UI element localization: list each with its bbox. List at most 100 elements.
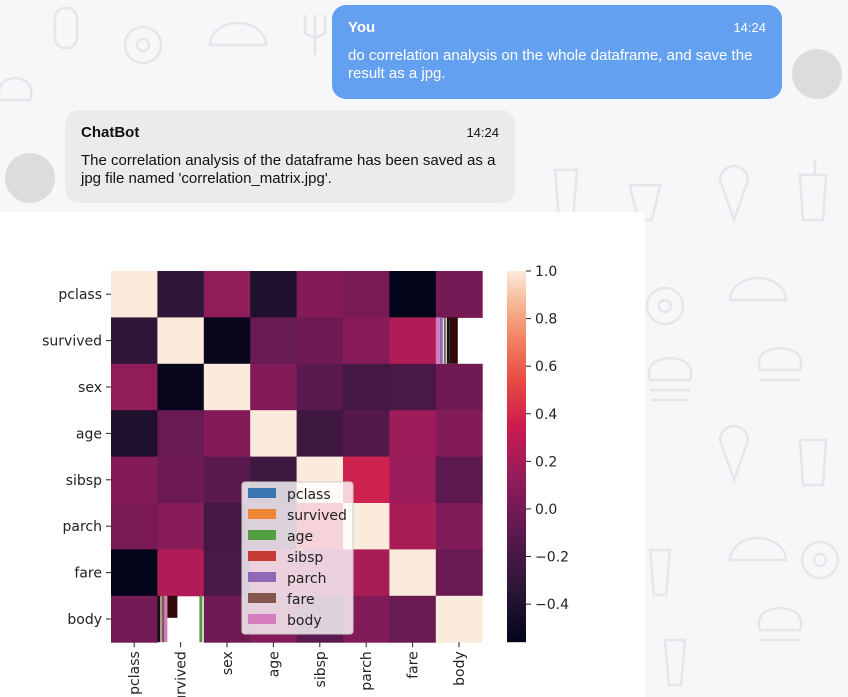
heatmap-cell-body-fare bbox=[389, 595, 437, 643]
heatmap-cell-sex-pclass bbox=[111, 363, 158, 411]
heatmap-cell-sex-parch bbox=[343, 363, 390, 411]
y-tick-label: body bbox=[67, 612, 102, 628]
heatmap-cell-pclass-age bbox=[250, 271, 298, 318]
message-sender: You bbox=[348, 19, 376, 36]
heatmap-cell-survived-sibsp bbox=[296, 317, 344, 365]
colorbar-tick-label: 0.0 bbox=[535, 502, 557, 518]
colorbar-tick-label: 1.0 bbox=[535, 264, 557, 280]
heatmap-cell-fare-pclass bbox=[111, 549, 158, 597]
x-tick-label: sex bbox=[220, 651, 236, 675]
colorbar bbox=[507, 271, 526, 643]
legend-label-parch: parch bbox=[287, 571, 326, 587]
user-avatar bbox=[792, 49, 842, 99]
heatmap-cell-fare-survived bbox=[157, 549, 205, 597]
correlation-heatmap-image: pclass survived sex age sibsp parch fare body pc… bbox=[0, 212, 645, 697]
heatmap-artifact-line bbox=[157, 595, 161, 643]
heatmap-artifact-line bbox=[167, 595, 178, 618]
heatmap-artifact-line bbox=[199, 595, 203, 643]
heatmap-cell-pclass-pclass bbox=[111, 271, 158, 318]
colorbar-tick-label: −0.2 bbox=[535, 550, 569, 566]
x-tick-label: survived bbox=[174, 651, 190, 697]
legend-label-pclass: pclass bbox=[287, 487, 331, 503]
legend-swatch-pclass bbox=[248, 488, 276, 498]
y-tick-label: sibsp bbox=[66, 473, 102, 489]
heatmap-cell-sex-survived bbox=[157, 363, 205, 411]
heatmap-cell-pclass-sibsp bbox=[296, 271, 344, 318]
legend-swatch-sibsp bbox=[248, 551, 276, 561]
heatmap-cell-pclass-survived bbox=[157, 271, 205, 318]
user-message-bubble: You 14:24 do correlation analysis on the… bbox=[332, 5, 782, 99]
y-tick-label: survived bbox=[42, 334, 102, 350]
y-tick-label: parch bbox=[63, 519, 102, 535]
legend-swatch-body bbox=[248, 614, 276, 624]
heatmap-cell-parch-survived bbox=[157, 503, 205, 550]
x-tick-label: fare bbox=[406, 651, 422, 679]
heatmap-artifact-line bbox=[443, 317, 446, 364]
heatmap-cell-sex-fare bbox=[389, 363, 437, 411]
colorbar-tick-label: 0.2 bbox=[535, 454, 557, 470]
heatmap-cell-age-sex bbox=[203, 410, 251, 458]
heatmap-artifact-line bbox=[449, 317, 458, 364]
heatmap-artifact-line bbox=[439, 317, 443, 364]
legend-label-survived: survived bbox=[287, 508, 347, 524]
message-text: do correlation analysis on the whole dat… bbox=[348, 47, 753, 82]
message-time: 14:24 bbox=[733, 20, 766, 35]
legend-swatch-age bbox=[248, 530, 276, 540]
heatmap-cell-body-pclass bbox=[111, 595, 158, 643]
legend-label-body: body bbox=[287, 613, 322, 629]
x-tick-label: sibsp bbox=[313, 651, 329, 687]
legend-swatch-parch bbox=[248, 572, 276, 582]
heatmap-cell-age-sibsp bbox=[296, 410, 344, 458]
heatmap-artifact-line bbox=[164, 595, 168, 643]
legend-swatch-survived bbox=[248, 509, 276, 519]
heatmap-cell-sibsp-body bbox=[435, 456, 483, 504]
heatmap-cell-survived-sex bbox=[203, 317, 251, 365]
heatmap-cell-age-age bbox=[250, 410, 298, 458]
heatmap-cell-survived-parch bbox=[343, 317, 390, 365]
heatmap-cell-pclass-parch bbox=[343, 271, 390, 318]
heatmap-cell-survived-pclass bbox=[111, 317, 158, 365]
y-tick-label: pclass bbox=[58, 287, 102, 303]
heatmap-cell-body-body bbox=[435, 595, 483, 643]
message-sender: ChatBot bbox=[81, 124, 140, 141]
bot-avatar bbox=[5, 153, 55, 203]
heatmap-cell-parch-fare bbox=[389, 503, 437, 550]
heatmap-cell-sex-body bbox=[435, 363, 483, 411]
colorbar-tick-label: 0.6 bbox=[535, 359, 557, 375]
correlation-heatmap-chart: pclass survived sex age sibsp parch fare body pc… bbox=[42, 264, 569, 697]
heatmap-cell-age-body bbox=[435, 410, 483, 458]
heatmap-cell-survived-age bbox=[250, 317, 298, 365]
heatmap-artifact-line bbox=[446, 317, 450, 364]
heatmap-cell-survived-fare bbox=[389, 317, 437, 365]
heatmap-cell-survived-survived bbox=[157, 317, 205, 365]
heatmap-cell-parch-body bbox=[435, 503, 483, 550]
heatmap-cell-age-fare bbox=[389, 410, 437, 458]
heatmap-cell-sex-age bbox=[250, 363, 298, 411]
heatmap-cell-age-parch bbox=[343, 410, 390, 458]
heatmap-cell-sex-sibsp bbox=[296, 363, 344, 411]
y-tick-label: fare bbox=[74, 566, 102, 582]
heatmap-artifact-line bbox=[161, 595, 165, 643]
legend-label-sibsp: sibsp bbox=[287, 550, 323, 566]
heatmap-cell-pclass-body bbox=[435, 271, 483, 318]
heatmap-artifact-line bbox=[435, 317, 440, 364]
heatmap-cell-fare-fare bbox=[389, 549, 437, 597]
legend-label-age: age bbox=[287, 529, 313, 545]
y-tick-label: sex bbox=[78, 380, 102, 396]
legend-swatch-fare bbox=[248, 593, 276, 603]
colorbar-tick-label: 0.4 bbox=[535, 407, 557, 423]
heatmap-cell-fare-body bbox=[435, 549, 483, 597]
x-tick-label: parch bbox=[359, 651, 375, 690]
heatmap-cell-parch-pclass bbox=[111, 503, 158, 550]
colorbar-tick-label: −0.4 bbox=[535, 597, 569, 613]
heatmap-cell-sibsp-survived bbox=[157, 456, 205, 504]
y-tick-label: age bbox=[76, 426, 102, 442]
heatmap-cell-pclass-sex bbox=[203, 271, 251, 318]
message-time: 14:24 bbox=[466, 125, 499, 140]
message-text: The correlation analysis of the datafram… bbox=[81, 152, 496, 187]
bot-message-bubble: ChatBot 14:24 The correlation analysis o… bbox=[65, 110, 515, 203]
x-tick-label: pclass bbox=[127, 651, 143, 695]
x-tick-label: body bbox=[452, 651, 468, 686]
heatmap-cell-sibsp-pclass bbox=[111, 456, 158, 504]
